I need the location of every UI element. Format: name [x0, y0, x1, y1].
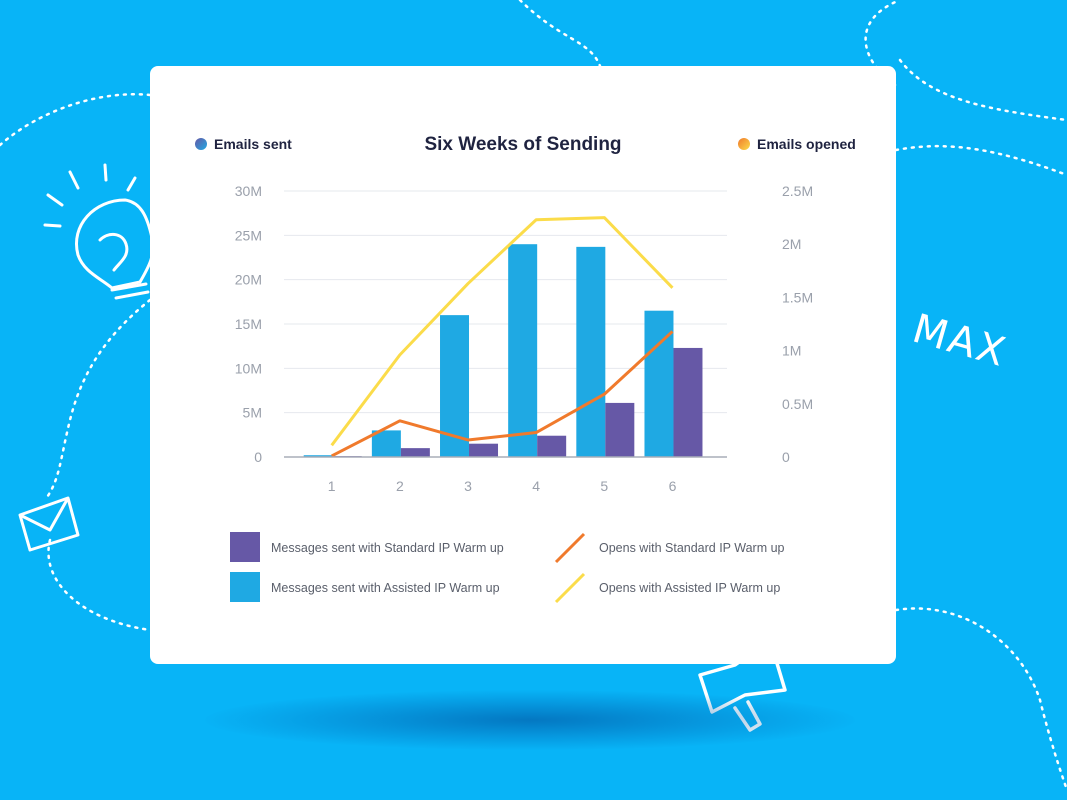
chart: 0 5M 10M 15M 20M 25M 30M 0 0.5M 1M 1.5M 2M 2.5M 1 2 3 4 5… [195, 134, 856, 604]
legend-swatch [230, 572, 260, 602]
bar [673, 347, 703, 457]
left-tick-label: 25M [235, 227, 262, 243]
x-tick-label: 5 [600, 478, 608, 494]
bar [371, 430, 401, 457]
card-shadow [205, 690, 855, 750]
x-tick-label: 6 [669, 478, 677, 494]
x-tick-label: 2 [396, 478, 404, 494]
emails-opened-dot-icon [738, 138, 750, 150]
legend-label: Messages sent with Assisted IP Warm up [271, 581, 500, 595]
right-tick-label: 0 [782, 449, 790, 465]
left-tick-label: 15M [235, 316, 262, 332]
bar [400, 448, 430, 457]
right-axis-label: Emails opened [757, 136, 856, 152]
left-tick-label: 10M [235, 360, 262, 376]
x-tick-label: 1 [328, 478, 336, 494]
legend-label: Opens with Assisted IP Warm up [599, 581, 780, 595]
right-tick-label: 0.5M [782, 396, 813, 412]
bars [303, 244, 703, 457]
left-tick-label: 30M [235, 183, 262, 199]
right-tick-label: 2.5M [782, 183, 813, 199]
series-line [331, 330, 674, 458]
legend-swatch [230, 532, 260, 562]
envelope-icon [18, 496, 80, 552]
legend-line-swatch [554, 532, 586, 564]
axes: 0 5M 10M 15M 20M 25M 30M 0 0.5M 1M 1.5M 2M 2.5M 1 2 3 4 5… [235, 183, 813, 494]
bar [469, 443, 499, 457]
left-axis-label: Emails sent [214, 136, 292, 152]
left-tick-label: 20M [235, 272, 262, 288]
right-tick-label: 1.5M [782, 289, 813, 305]
series-line [330, 216, 674, 447]
bar [508, 244, 538, 457]
lines [330, 216, 674, 458]
legend: Messages sent with Standard IP Warm up Op… [230, 532, 785, 604]
left-tick-label: 5M [243, 405, 262, 421]
chart-title: Six Weeks of Sending [424, 134, 621, 155]
right-tick-label: 2M [782, 236, 801, 252]
bar [537, 435, 567, 457]
chart-card: 0 5M 10M 15M 20M 25M 30M 0 0.5M 1M 1.5M 2M 2.5M 1 2 3 4 5… [150, 66, 896, 664]
emails-sent-dot-icon [195, 138, 207, 150]
lightbulb-icon [43, 163, 155, 300]
legend-line-swatch [554, 572, 586, 604]
x-tick-label: 4 [532, 478, 540, 494]
legend-label: Opens with Standard IP Warm up [599, 541, 785, 555]
right-tick-label: 1M [782, 343, 801, 359]
bar [576, 246, 606, 457]
bar [303, 455, 333, 457]
bar [605, 402, 635, 457]
left-tick-label: 0 [254, 449, 262, 465]
legend-label: Messages sent with Standard IP Warm up [271, 541, 504, 555]
x-tick-label: 3 [464, 478, 472, 494]
